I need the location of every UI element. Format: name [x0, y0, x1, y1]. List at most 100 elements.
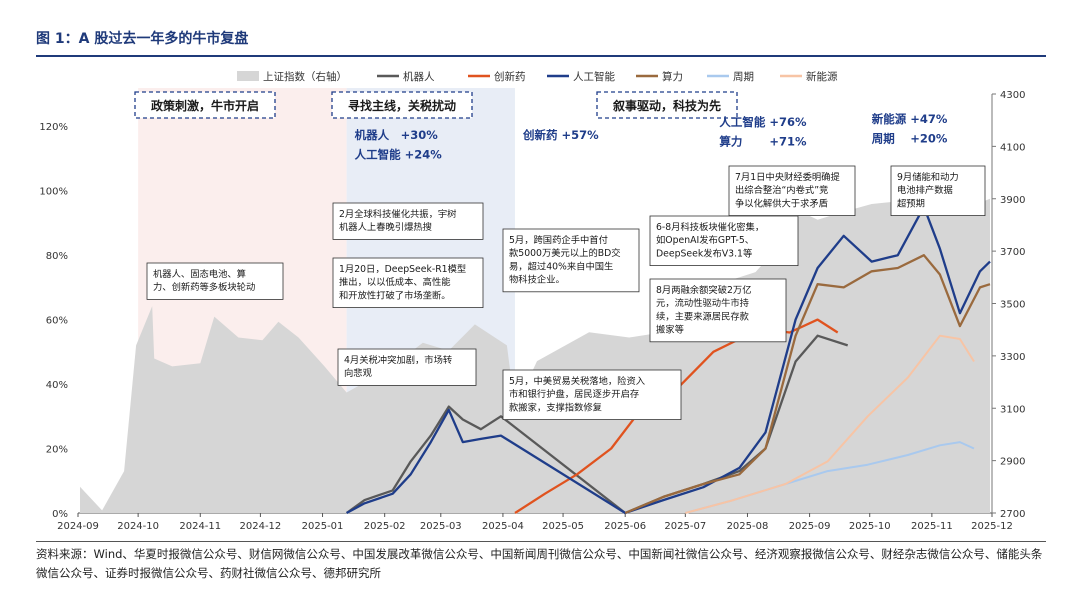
y-left-tick-label: 60%: [46, 316, 68, 327]
annotation-text: 市和银行护盘，居民逐步开启存: [509, 388, 639, 400]
annotation-box: [890, 165, 986, 216]
x-tick-label: 2025-12: [971, 521, 1013, 532]
x-tick-label: 2024-10: [117, 521, 159, 532]
x-tick-label: 2025-07: [664, 521, 706, 532]
x-tick-label: 2024-09: [57, 521, 99, 532]
annotation-text: 搬家等: [656, 324, 684, 336]
x-tick-label: 2025-05: [542, 521, 584, 532]
y-right-tick-label: 3500: [1000, 300, 1025, 311]
annotation-text: 5月，中美贸易关税落地，险资入: [509, 375, 645, 387]
legend-label: 周期: [733, 71, 754, 83]
y-right-tick-label: 4300: [1000, 90, 1025, 101]
phase-label: 叙事驱动，科技为先: [612, 98, 721, 113]
x-tick-label: 2025-03: [420, 521, 462, 532]
annotation-box: [332, 257, 484, 308]
annotation-box: [502, 369, 682, 420]
annotation-text: 争以化解供大于求矛盾: [735, 197, 828, 209]
annotation-text: 2月全球科技催化共振，宇树: [339, 208, 456, 220]
annotation-text: 款5000万美元以上的BD交: [509, 247, 621, 259]
annotation-text: 和开放性打破了市场垄断。: [339, 289, 451, 301]
annotation-text: 款搬家，支撑指数修复: [509, 401, 602, 413]
y-right-tick-label: 2700: [1000, 509, 1025, 520]
x-tick-label: 2025-01: [302, 521, 344, 532]
legend-label: 上证指数（右轴）: [263, 70, 347, 83]
gain-label: 人工智能 +76%: [719, 115, 807, 129]
annotation-text: 易，超过40%来自中国生: [509, 260, 613, 272]
x-tick-label: 2025-10: [849, 521, 891, 532]
x-tick-label: 2025-08: [727, 521, 769, 532]
annotation-text: 物科技企业。: [509, 274, 565, 286]
pharma-line: [514, 318, 839, 514]
annotation-box: [332, 202, 484, 240]
annotation-box: [502, 228, 640, 293]
x-tick-label: 2025-09: [789, 521, 831, 532]
y-right-tick-label: 3900: [1000, 195, 1025, 206]
compute-line: [624, 254, 991, 515]
annotation-text: 出综合整治“内卷式”竞: [735, 184, 828, 196]
gain-label: 人工智能 +24%: [355, 147, 443, 161]
x-tick-label: 2025-04: [482, 521, 524, 532]
legend-label: 人工智能: [573, 70, 615, 83]
title-divider: [36, 55, 1046, 57]
annotation-text: 超预期: [897, 197, 925, 209]
y-right-tick-label: 3700: [1000, 247, 1025, 258]
legend-label: 机器人: [403, 70, 435, 83]
figure-title: 图 1：A 股过去一年多的牛市复盘: [36, 31, 249, 47]
bull-market-chart: 政策刺激，牛市开启 寻找主线，关税扰动 叙事驱动，科技为先 2024-09 2024-…: [39, 70, 1025, 532]
annotation-box: [649, 278, 787, 343]
annotation-text: 7月1日中央财经委明确提: [735, 171, 841, 183]
annotation-text: 如OpenAI发布GPT-5、: [656, 234, 754, 246]
gain-label: 创新药 +57%: [522, 128, 599, 142]
phase-label: 寻找主线，关税扰动: [348, 98, 456, 113]
robot-line: [345, 334, 849, 515]
annotation-box: [649, 215, 799, 266]
annotation-text: 续，主要来源居民存款: [656, 310, 750, 322]
annotation-text: 力、创新药等多板块轮动: [153, 281, 255, 293]
y-right-tick-label: 3100: [1000, 404, 1025, 415]
x-tick-label: 2024-11: [179, 521, 221, 532]
annotation-text: 电池排产数据: [897, 184, 953, 196]
x-tick-label: 2025-06: [604, 521, 646, 532]
y-left-tick-label: 120%: [39, 122, 68, 133]
annotation-text: 1月20日，DeepSeek-R1模型: [339, 263, 466, 275]
gain-label: 算力 +71%: [718, 135, 807, 149]
annotation-text: 8月两融余额突破2万亿: [656, 284, 752, 296]
annotation-box: [146, 262, 284, 300]
source-note: 资料来源：Wind、华夏时报微信公众号、财信网微信公众号、中国发展改革微信公众号…: [36, 547, 1043, 580]
phase-label-box: [596, 91, 738, 119]
x-tick-label: 2024-12: [240, 521, 282, 532]
annotation-box: [337, 348, 477, 386]
phase-label: 政策刺激，牛市开启: [151, 98, 259, 113]
x-tick-label: 2025-11: [911, 521, 953, 532]
legend-swatch-index: [237, 71, 259, 81]
y-left-tick-label: 20%: [46, 445, 68, 456]
y-left-tick-label: 0%: [52, 509, 68, 520]
annotation-text: DeepSeek发布V3.1等: [656, 247, 752, 259]
legend: 上证指数（右轴） 机器人 创新药 人工智能 算力 周期 新能源: [237, 70, 838, 83]
annotation-text: 6-8月科技板块催化密集，: [656, 221, 764, 233]
x-tick-label: 2025-02: [364, 521, 406, 532]
gain-label: 新能源 +47%: [872, 112, 948, 126]
series-lines: [80, 175, 991, 515]
annotations: 机器人 +30% 人工智能 +24% 创新药 +57% 人工智能 +76% 算力 +71…: [146, 112, 986, 420]
legend-label: 新能源: [806, 70, 838, 83]
annotation-text: 元，流动性驱动牛市持: [656, 297, 749, 309]
index-area: [80, 175, 990, 513]
annotation-box: [728, 165, 856, 216]
phase-label-box: [134, 91, 276, 119]
gain-label: 周期 +20%: [872, 131, 948, 145]
y-left-tick-label: 40%: [46, 380, 68, 391]
y-right-tick-label: 2900: [1000, 457, 1025, 468]
source-divider: [36, 541, 1046, 542]
annotation-text: 4月关税冲突加剧，市场转: [344, 354, 452, 366]
annotation-text: 9月储能和动力: [897, 171, 959, 183]
y-left-tick-label: 100%: [39, 187, 68, 198]
annotation-text: 向悲观: [344, 367, 372, 379]
y-right-tick-label: 3300: [1000, 352, 1025, 363]
annotation-text: 机器人、固态电池、算: [153, 268, 246, 280]
phase-label-box: [331, 91, 473, 119]
newenergy-line: [685, 334, 975, 514]
annotation-text: 机器人上春晚引爆热搜: [339, 221, 432, 233]
y-left-tick-label: 80%: [46, 251, 68, 262]
annotation-text: 推出，以以低成本、高性能: [339, 276, 451, 288]
